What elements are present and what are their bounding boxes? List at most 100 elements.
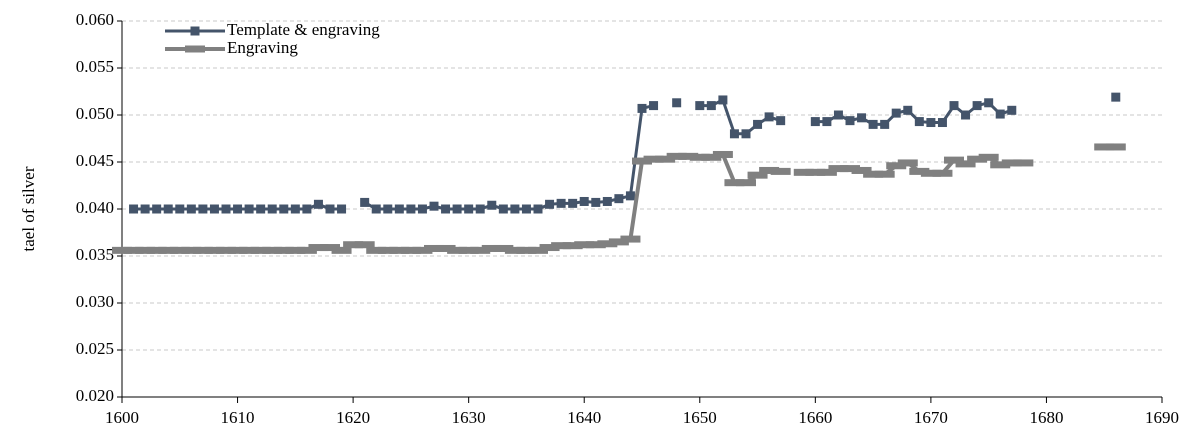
y-tick-label: 0.040 <box>76 198 114 217</box>
marker <box>424 244 444 252</box>
marker <box>1001 159 1022 167</box>
marker <box>1013 159 1034 167</box>
marker <box>932 169 953 177</box>
marker <box>591 197 601 207</box>
marker <box>955 160 976 168</box>
y-tick-label: 0.060 <box>76 10 114 29</box>
marker <box>394 204 404 214</box>
marker <box>990 161 1011 169</box>
marker <box>256 204 266 214</box>
marker <box>689 153 710 161</box>
marker <box>285 246 306 254</box>
marker <box>903 105 913 115</box>
marker <box>909 167 930 175</box>
marker <box>371 204 381 214</box>
marker <box>880 119 890 129</box>
marker <box>793 168 814 176</box>
marker <box>366 246 387 254</box>
marker <box>840 165 860 173</box>
marker <box>845 116 855 126</box>
marker <box>377 246 398 254</box>
marker <box>233 204 243 214</box>
marker <box>741 129 751 139</box>
x-tick-label: 1600 <box>105 408 139 427</box>
marker <box>833 110 843 120</box>
legend-label: Engraving <box>227 38 298 57</box>
marker <box>810 117 820 127</box>
legend-marker <box>185 45 205 53</box>
marker <box>851 166 872 174</box>
marker <box>597 240 618 248</box>
marker <box>435 244 456 252</box>
marker <box>608 238 629 246</box>
marker <box>568 198 578 208</box>
marker <box>383 204 393 214</box>
marker <box>972 101 982 111</box>
marker <box>135 246 156 254</box>
marker <box>192 246 213 254</box>
marker <box>239 246 260 254</box>
y-tick-label: 0.030 <box>76 292 114 311</box>
marker <box>152 204 162 214</box>
marker <box>753 119 763 129</box>
marker <box>250 246 271 254</box>
marker <box>545 199 555 209</box>
marker <box>944 156 964 164</box>
marker <box>181 246 202 254</box>
marker <box>920 169 941 177</box>
marker <box>1007 105 1017 115</box>
marker <box>897 159 918 167</box>
marker <box>481 244 502 252</box>
marker <box>828 165 849 173</box>
marker <box>498 204 508 214</box>
marker <box>886 162 907 170</box>
x-tick-label: 1640 <box>567 408 601 427</box>
marker <box>290 204 300 214</box>
marker <box>169 246 190 254</box>
y-tick-label: 0.050 <box>76 104 114 123</box>
marker <box>400 246 421 254</box>
y-tick-label: 0.025 <box>76 339 114 358</box>
marker <box>504 246 525 254</box>
marker <box>175 204 185 214</box>
marker <box>262 246 283 254</box>
marker <box>736 179 756 187</box>
marker <box>528 246 548 254</box>
marker <box>516 246 537 254</box>
x-tick-label: 1680 <box>1029 408 1063 427</box>
marker <box>816 168 837 176</box>
marker <box>695 101 705 111</box>
marker <box>637 103 647 113</box>
marker <box>614 194 624 204</box>
marker <box>574 241 595 249</box>
marker <box>140 204 150 214</box>
legend-marker <box>190 26 200 36</box>
marker <box>729 129 739 139</box>
marker <box>776 116 786 126</box>
x-tick-label: 1660 <box>798 408 832 427</box>
marker <box>123 246 144 254</box>
marker <box>279 204 289 214</box>
marker <box>556 198 566 208</box>
marker <box>579 196 589 206</box>
marker <box>822 117 832 127</box>
marker <box>417 204 427 214</box>
marker <box>221 204 231 214</box>
marker <box>406 204 416 214</box>
y-tick-label: 0.035 <box>76 245 114 264</box>
marker <box>874 170 895 178</box>
marker <box>961 110 971 120</box>
marker <box>857 113 867 123</box>
marker <box>470 246 491 254</box>
marker <box>267 204 277 214</box>
marker <box>521 204 531 214</box>
marker <box>493 244 514 252</box>
marker <box>620 235 641 243</box>
marker <box>209 204 219 214</box>
marker <box>937 118 947 128</box>
marker <box>995 109 1005 119</box>
marker <box>1111 92 1121 102</box>
marker <box>868 119 878 129</box>
marker <box>158 246 179 254</box>
